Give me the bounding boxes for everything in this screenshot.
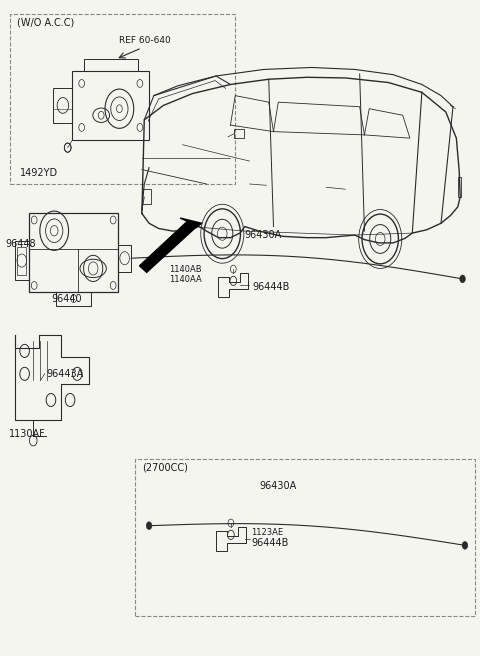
Bar (53, 89, 72, 123)
Circle shape (462, 541, 468, 549)
Bar (10, 14, 235, 184)
Text: 96430A: 96430A (245, 230, 282, 240)
Text: 96440: 96440 (51, 293, 82, 304)
Text: 1492YD: 1492YD (20, 168, 58, 178)
Text: (W/O A.C.C): (W/O A.C.C) (17, 17, 75, 27)
Text: 96444B: 96444B (252, 283, 289, 293)
Circle shape (460, 275, 466, 283)
Bar (72, 71, 149, 140)
Bar (135, 459, 475, 616)
Bar (17, 247, 26, 275)
Bar (234, 129, 244, 138)
Circle shape (146, 522, 152, 529)
Text: 1140AA: 1140AA (169, 275, 202, 284)
Text: 1130AF: 1130AF (9, 429, 46, 439)
Bar (84, 59, 138, 71)
Bar (15, 241, 29, 280)
Polygon shape (140, 218, 202, 272)
Text: 96444B: 96444B (251, 538, 288, 548)
Bar (56, 292, 91, 306)
Bar (143, 189, 151, 203)
Text: 96443A: 96443A (46, 369, 84, 379)
Text: 96448: 96448 (5, 239, 36, 249)
Text: (2700CC): (2700CC) (142, 462, 188, 472)
Text: REF 60-640: REF 60-640 (120, 35, 171, 45)
Text: 1123AE: 1123AE (251, 527, 283, 537)
Bar (118, 245, 132, 272)
Bar (458, 177, 461, 197)
Text: 1140AB: 1140AB (169, 264, 202, 274)
Text: 96430A: 96430A (259, 482, 296, 491)
Bar (29, 213, 118, 292)
